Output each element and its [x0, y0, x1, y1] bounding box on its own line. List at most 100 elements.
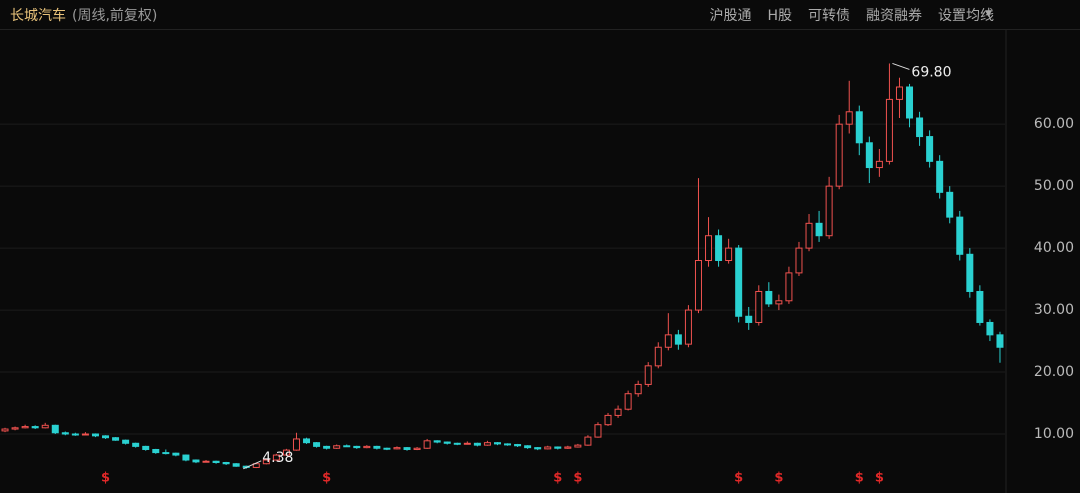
candle-body — [232, 463, 240, 467]
candle-body — [554, 446, 562, 449]
candle-body — [252, 463, 260, 468]
candle-body — [423, 440, 431, 449]
min-label: 4.38 — [262, 450, 293, 466]
candle-body — [272, 454, 280, 461]
button[interactable]: 融资融券 — [866, 8, 922, 24]
y-tick-label: 60.00 — [1034, 116, 1074, 132]
candle-body — [715, 235, 723, 262]
dividend-marker: $ — [734, 471, 743, 486]
min-arrow — [243, 460, 262, 470]
candle-body — [81, 433, 89, 436]
y-tick-label: 20.00 — [1034, 364, 1074, 380]
candle-body — [473, 442, 481, 446]
candle-body — [745, 315, 753, 323]
candle-body — [403, 447, 411, 450]
candle-body — [775, 300, 783, 305]
stock-name: 长城汽车 — [10, 7, 66, 24]
candle-body — [433, 440, 441, 443]
candle-body — [493, 442, 501, 445]
candle-body — [192, 459, 200, 463]
candle-body — [262, 459, 270, 465]
candle-body — [835, 123, 843, 187]
button[interactable]: 设置均线 — [938, 8, 994, 24]
toolbar: 沪股通 H股 可转债 融资融券 设置均线 — [709, 0, 994, 30]
dropdown-caret[interactable]: ▼ — [985, 9, 992, 19]
candle-body — [162, 452, 170, 455]
candle-body — [333, 445, 341, 449]
candle-body — [644, 365, 652, 385]
candle-body — [41, 424, 49, 429]
candle-body — [936, 160, 944, 193]
candle-body — [453, 442, 461, 445]
candle-body — [684, 309, 692, 345]
candle-body — [694, 260, 702, 311]
header: 长城汽车 (周线,前复权) 沪股通 H股 可转债 融资融券 设置均线 ▼ — [0, 0, 1080, 30]
candle-body — [11, 427, 19, 430]
candle-body — [755, 290, 763, 323]
candle-body — [906, 86, 914, 119]
candle-body — [102, 435, 110, 439]
candle-body — [393, 447, 401, 450]
candle-body — [483, 442, 491, 446]
candle-body — [353, 445, 361, 449]
dividend-marker: $ — [774, 471, 783, 486]
candle-body — [122, 439, 130, 444]
max-label: 69.80 — [911, 64, 951, 80]
candle-body — [463, 442, 471, 445]
candle-body — [654, 346, 662, 367]
candle-body — [674, 334, 682, 345]
candle-body — [815, 222, 823, 237]
button[interactable]: 沪股通 — [709, 8, 752, 24]
period: (周线,前复权) — [72, 7, 158, 24]
candle-body — [805, 222, 813, 249]
dividend-marker: $ — [573, 471, 582, 486]
candle-body — [765, 290, 773, 305]
candle-body — [443, 441, 451, 444]
candle-body — [584, 436, 592, 446]
candle-body — [705, 235, 713, 262]
candle-body — [845, 111, 853, 125]
candle-body — [614, 408, 622, 416]
button[interactable]: H股 — [767, 8, 792, 24]
dividend-marker: $ — [855, 471, 864, 486]
candle-body — [946, 191, 954, 218]
candle-body — [664, 334, 672, 348]
candle-body — [91, 433, 99, 437]
y-tick-label: 30.00 — [1034, 302, 1074, 318]
candle-body — [363, 445, 371, 449]
candle-body — [594, 424, 602, 438]
candle-body — [514, 444, 522, 447]
candle-body — [51, 424, 59, 434]
candle-body — [222, 461, 230, 465]
candle-body — [564, 446, 572, 449]
max-arrow — [892, 62, 910, 70]
candle-body — [71, 433, 79, 436]
candle-body — [926, 136, 934, 162]
candle-body — [202, 460, 210, 463]
y-tick-label: 10.00 — [1034, 426, 1074, 442]
dividend-marker: $ — [875, 471, 884, 486]
candle-body — [855, 111, 863, 144]
candle-body — [61, 432, 69, 435]
candle-body — [152, 448, 160, 454]
candle-body — [21, 426, 29, 429]
candle-body — [504, 443, 512, 446]
candle-body — [976, 290, 984, 323]
candle-body — [1, 428, 9, 432]
candle-body — [383, 447, 391, 450]
y-tick-label: 40.00 — [1034, 240, 1074, 256]
candle-body — [313, 442, 321, 447]
candle-body — [865, 142, 873, 169]
button[interactable]: 可转债 — [808, 8, 850, 24]
candle-body — [966, 253, 974, 292]
dividend-marker: $ — [322, 471, 331, 486]
candle-body — [373, 445, 381, 449]
candle-body — [112, 437, 120, 441]
candle-body — [996, 334, 1004, 348]
dividend-marker: $ — [553, 471, 562, 486]
candle-body — [132, 442, 140, 447]
candle-body — [735, 247, 743, 317]
candle-body — [624, 393, 632, 410]
candle-body — [182, 454, 190, 461]
